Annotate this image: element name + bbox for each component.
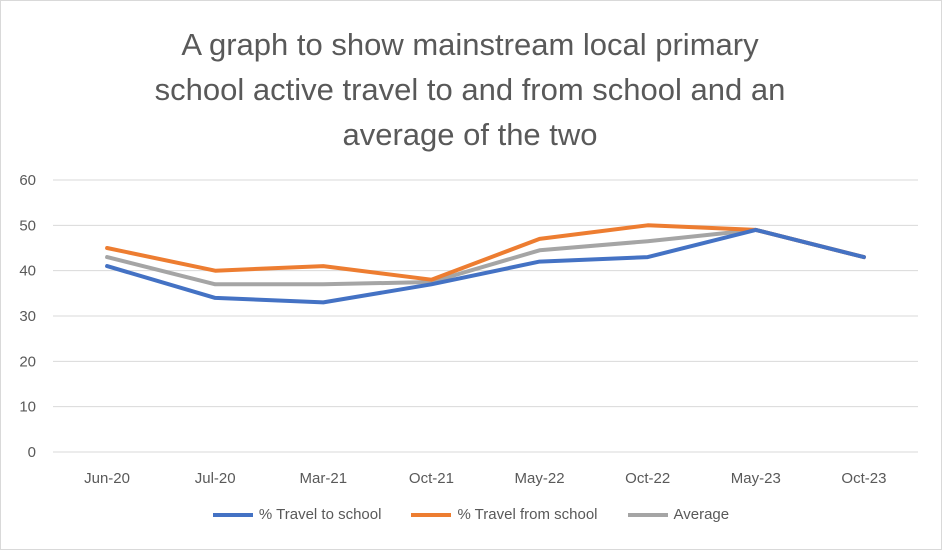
y-tick-label: 30: [19, 308, 36, 325]
series-line-1: [105, 223, 866, 282]
legend-swatch-travel-from: [411, 512, 452, 517]
legend: % Travel to school % Travel from school …: [0, 506, 942, 523]
y-tick-label: 60: [19, 172, 36, 189]
legend-swatch-average: [627, 512, 668, 517]
legend-item-average: Average: [627, 506, 730, 523]
series-line-2: [105, 227, 866, 287]
x-tick-label: Jul-20: [195, 470, 236, 487]
chart-title: A graph to show mainstream local primary…: [60, 22, 880, 157]
series-line-0: [105, 227, 866, 305]
legend-swatch-travel-to: [212, 512, 253, 517]
y-tick-label: 50: [19, 217, 36, 234]
y-tick-label: 40: [19, 263, 36, 280]
legend-item-travel-from: % Travel from school: [411, 506, 598, 523]
y-tick-label: 10: [19, 399, 36, 416]
legend-label-travel-to: % Travel to school: [258, 506, 382, 523]
series-lines: [105, 223, 866, 305]
x-tick-label: Oct-22: [625, 470, 670, 487]
y-tick-label: 0: [28, 444, 36, 461]
legend-item-travel-to: % Travel to school: [212, 506, 382, 523]
x-tick-label: Jun-20: [84, 470, 130, 487]
legend-label-average: Average: [673, 506, 730, 523]
y-tick-label: 20: [19, 353, 36, 370]
x-tick-label: May-23: [731, 470, 781, 487]
chart-title-line-2: school active travel to and from school …: [154, 72, 786, 107]
gridlines: [53, 179, 918, 453]
y-axis: 0 10 20 30 40 50 60: [19, 172, 36, 461]
x-axis: Jun-20 Jul-20 Mar-21 Oct-21 May-22 Oct-22 May-…: [84, 470, 886, 487]
chart-title-line-1: A graph to show mainstream local primary: [181, 27, 759, 62]
x-tick-label: Oct-23: [841, 470, 886, 487]
legend-label-travel-from: % Travel from school: [457, 506, 598, 523]
x-tick-label: Oct-21: [409, 470, 454, 487]
x-tick-label: Mar-21: [300, 470, 348, 487]
x-tick-label: May-22: [515, 470, 565, 487]
chart-title-line-3: average of the two: [342, 117, 598, 152]
